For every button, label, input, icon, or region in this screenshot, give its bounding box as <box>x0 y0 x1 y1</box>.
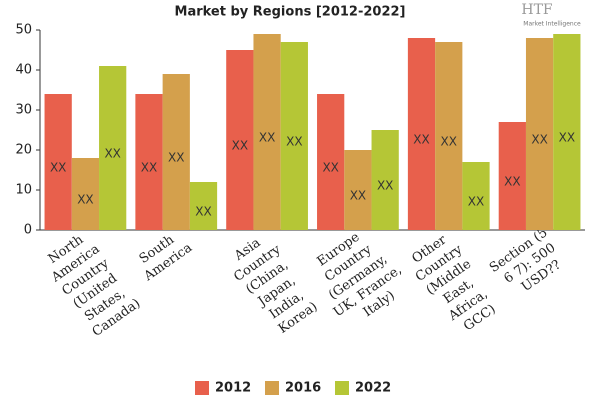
x-tick-label: Section (5' 6 7): 500 USD?? <box>487 220 576 303</box>
value-label: XX <box>195 205 211 219</box>
x-tick-label: Asia Country (China, Japan, India, Korea… <box>221 225 325 340</box>
bar <box>462 162 490 230</box>
chart-title: Market by Regions [2012-2022] <box>175 5 406 20</box>
bar <box>71 158 100 230</box>
legend-label: 2012 <box>215 381 251 396</box>
value-label: XX <box>441 135 457 149</box>
bar <box>99 66 127 230</box>
y-tick-label: 20 <box>15 143 32 158</box>
x-tick-group: Asia Country (China, Japan, India, Korea… <box>221 225 325 340</box>
x-tick-label: North America Country (United States, Ca… <box>38 225 144 341</box>
legend-label: 2016 <box>285 381 321 396</box>
bar <box>553 34 581 230</box>
bar <box>317 94 345 230</box>
legend-swatch <box>265 381 279 395</box>
bar <box>280 42 308 230</box>
value-label: XX <box>77 193 93 207</box>
bar <box>135 94 163 230</box>
value-label: XX <box>559 131 575 145</box>
x-tick-label: Europe Country (Germany, UK, France, Ita… <box>301 218 417 334</box>
value-label: XX <box>50 161 66 175</box>
bar <box>162 74 190 230</box>
value-label: XX <box>322 161 338 175</box>
value-label: XX <box>141 161 157 175</box>
x-tick-group: Europe Country (Germany, UK, France, Ita… <box>301 218 417 334</box>
value-label: XX <box>413 133 429 147</box>
bar <box>525 38 554 230</box>
bar <box>253 34 281 230</box>
bar <box>44 94 72 230</box>
logo-caption: Market Intelligence <box>523 21 581 28</box>
value-label: XX <box>468 195 484 209</box>
bar <box>344 150 372 230</box>
bar <box>498 122 526 230</box>
value-label: XX <box>232 139 248 153</box>
value-label: XX <box>168 151 184 165</box>
bar <box>226 50 254 230</box>
y-tick-label: 50 <box>15 23 32 38</box>
value-label: XX <box>286 135 302 149</box>
x-tick-label: Other Country (Middle East, Africa, GCC) <box>403 225 507 340</box>
x-tick-group: South America <box>131 226 195 285</box>
legend-swatch <box>335 381 349 395</box>
logo-mark: HTF <box>521 2 553 18</box>
bar <box>435 42 463 230</box>
x-tick-group: North America Country (United States, Ca… <box>38 225 144 341</box>
bar <box>407 38 436 230</box>
bar <box>189 182 218 230</box>
x-tick-label: South America <box>131 226 195 284</box>
value-label: XX <box>350 189 366 203</box>
value-label: XX <box>504 175 520 189</box>
value-label: XX <box>259 131 275 145</box>
value-label: XX <box>104 147 120 161</box>
y-tick-label: 0 <box>24 223 32 238</box>
legend-swatch <box>195 381 209 395</box>
y-tick-label: 10 <box>15 183 32 198</box>
legend-label: 2022 <box>355 381 391 396</box>
y-tick-label: 30 <box>15 103 32 118</box>
y-tick-label: 40 <box>15 63 32 78</box>
x-tick-group: Section (5' 6 7): 500 USD?? <box>487 220 576 303</box>
bar <box>371 130 399 230</box>
value-label: XX <box>531 133 547 147</box>
value-label: XX <box>377 179 393 193</box>
x-tick-group: Other Country (Middle East, Africa, GCC) <box>403 225 507 340</box>
